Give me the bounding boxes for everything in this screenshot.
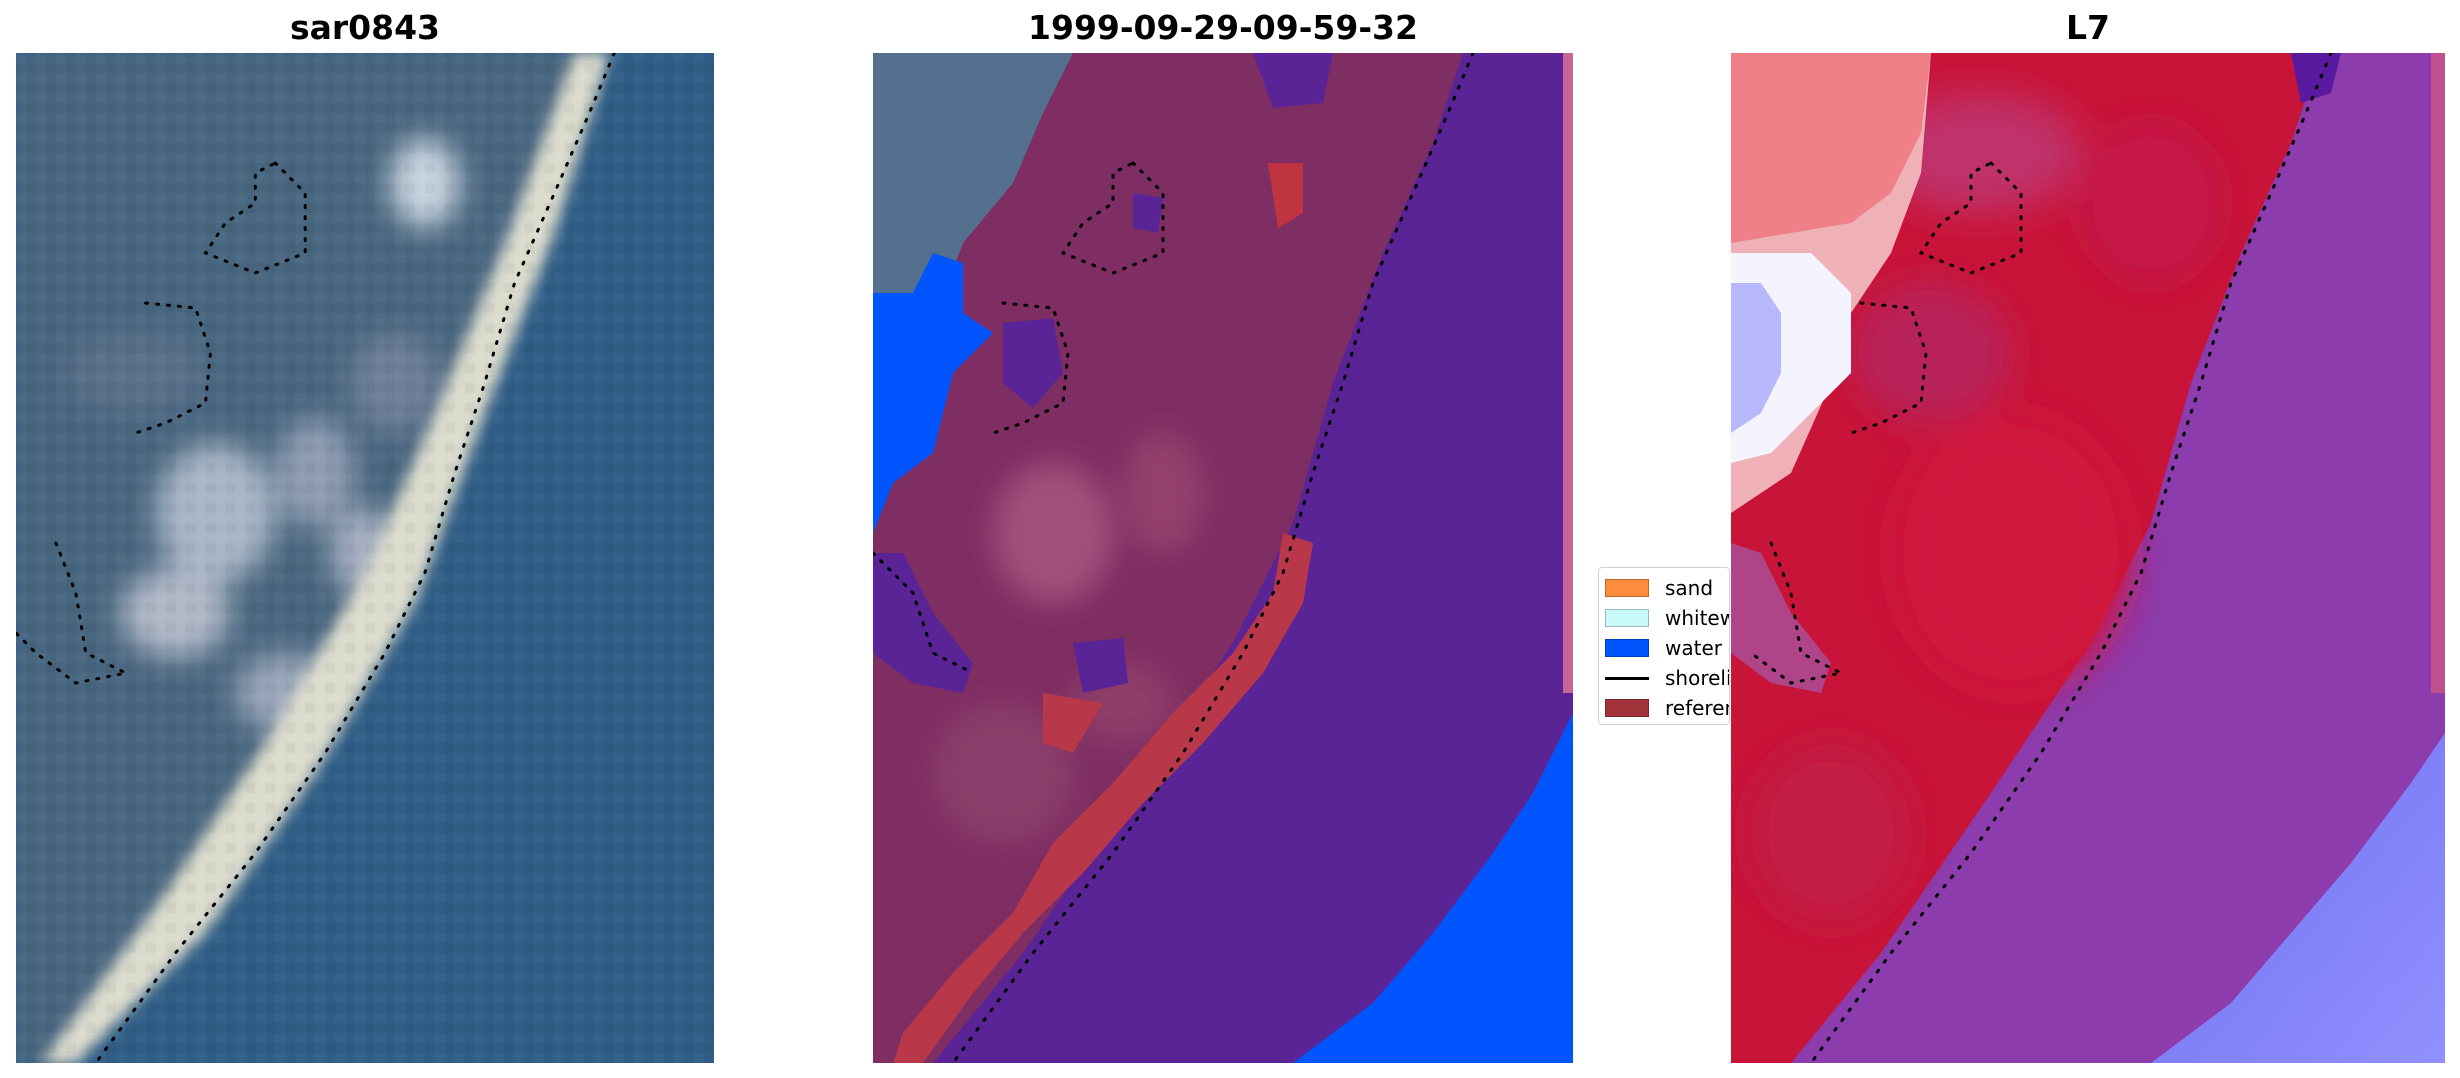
classification-image — [873, 53, 1573, 1063]
legend-item-reference-shoreline: reference shoreline — [1605, 696, 1729, 720]
index-contour-c — [1749, 541, 1846, 685]
index-land-texture — [1751, 93, 2221, 923]
class-reference-strip-2 — [1043, 693, 1103, 753]
class-reference-strip — [893, 533, 1313, 1063]
legend-swatch-water — [1605, 639, 1649, 657]
legend-swatch-whitewater — [1605, 609, 1649, 627]
index-image — [1731, 53, 2445, 1063]
index-blue-inland — [1731, 283, 1781, 433]
index-red-top — [1731, 53, 1931, 243]
classification-svg — [873, 53, 1573, 1063]
inland-contour-b — [134, 301, 212, 435]
index-blue-ocean — [2151, 733, 2445, 1063]
legend-swatch-reference-shoreline — [1605, 699, 1649, 717]
index-edge-strip — [2431, 53, 2445, 693]
class-water-ocean — [1293, 713, 1573, 1063]
class-contour-b — [991, 301, 1070, 435]
class-contour-a — [1060, 161, 1165, 275]
class-contour-c — [873, 551, 975, 675]
class-edge-strip — [1563, 53, 1573, 693]
panel-title-rgb: sar0843 — [289, 8, 441, 47]
index-svg — [1731, 53, 2445, 1063]
index-contour-a — [1918, 161, 2023, 275]
legend-label-water: water — [1665, 636, 1722, 660]
index-contour-b — [1849, 301, 1928, 435]
inland-contour-c — [16, 541, 131, 685]
class-ocean-top-patch — [1253, 53, 1333, 108]
class-water-inland — [873, 253, 993, 533]
class-ocean-mid-patch — [1073, 638, 1128, 693]
panel-title-classification: 1999-09-29-09-59-32 — [1028, 8, 1418, 47]
legend-label-sand: sand — [1665, 576, 1714, 600]
legend-swatch-shoreline — [1605, 676, 1649, 680]
legend-label-shoreline: shoreline — [1665, 666, 1729, 690]
class-ocean-small-patch — [1133, 193, 1163, 233]
legend-item-sand: sand — [1605, 576, 1713, 600]
rgb-satellite-image — [16, 53, 714, 1063]
class-reference-strip-top — [1268, 163, 1303, 228]
legend-swatch-sand — [1605, 579, 1649, 597]
index-purple-top-patch — [2291, 53, 2341, 103]
legend-label-reference-shoreline: reference shoreline — [1665, 696, 1729, 720]
class-ocean-inland-patch — [1003, 318, 1063, 408]
legend-item-shoreline: shoreline — [1605, 666, 1729, 690]
rgb-satellite-svg — [16, 53, 714, 1063]
legend-item-water: water — [1605, 636, 1722, 660]
inland-contour-a — [203, 161, 307, 275]
panel-title-index: L7 — [2066, 8, 2110, 47]
class-land-texture — [933, 433, 1203, 843]
